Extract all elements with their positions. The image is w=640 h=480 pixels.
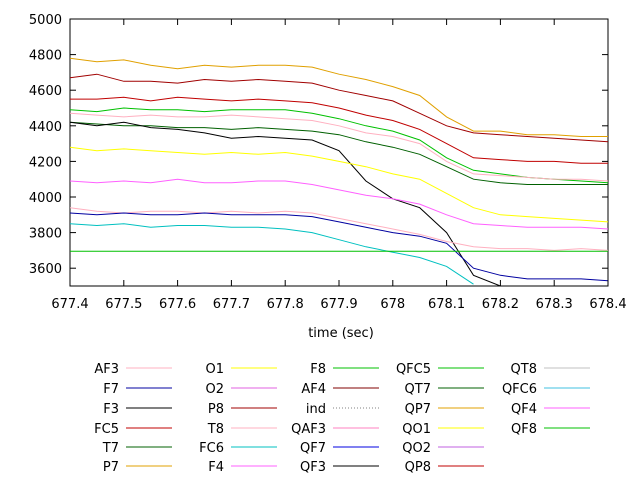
x-tick-label: 677.9 xyxy=(320,297,357,312)
y-tick-label: 4400 xyxy=(29,120,62,135)
legend-label-t8: T8 xyxy=(207,422,224,437)
x-tick-label: 678.3 xyxy=(536,297,573,312)
legend-label-f3: F3 xyxy=(103,402,119,417)
series-line-p7 xyxy=(70,57,608,137)
legend-label-qf3: QF3 xyxy=(300,460,326,475)
series-line-fc5 xyxy=(70,96,608,164)
series-line-t8 xyxy=(70,207,608,251)
legend-label-o2: O2 xyxy=(205,382,224,397)
legend-label-qf7: QF7 xyxy=(300,441,326,456)
legend-label-qf8: QF8 xyxy=(511,422,537,437)
x-tick-label: 678.4 xyxy=(589,297,626,312)
legend-label-o1: O1 xyxy=(205,362,224,377)
legend-label-fc5: FC5 xyxy=(94,422,119,437)
x-tick-label: 677.7 xyxy=(213,297,250,312)
series-line-p8 xyxy=(70,73,608,143)
plot-frame xyxy=(69,18,609,287)
series-line-o1 xyxy=(70,146,608,223)
legend-label-t7: T7 xyxy=(102,441,119,456)
y-tick-label: 3800 xyxy=(29,227,62,242)
x-tick-label: 677.8 xyxy=(267,297,304,312)
y-tick-label: 4800 xyxy=(29,49,62,64)
series-line-f8 xyxy=(70,107,608,184)
legend-label-qt7: QT7 xyxy=(405,382,431,397)
series-line-t7 xyxy=(70,121,608,185)
x-tick-label: 678.2 xyxy=(482,297,519,312)
x-tick-label: 678.1 xyxy=(428,297,465,312)
legend-label-qaf3: QAF3 xyxy=(291,422,326,437)
legend-label-qo1: QO1 xyxy=(402,422,431,437)
y-tick-label: 4200 xyxy=(29,155,62,170)
y-tick-label: 4600 xyxy=(29,84,62,99)
legend-label-qp8: QP8 xyxy=(405,460,431,475)
legend-label-f8: F8 xyxy=(310,362,326,377)
legend-label-qo2: QO2 xyxy=(402,441,431,456)
legend-label-p8: P8 xyxy=(208,402,224,417)
legend-label-qf4: QF4 xyxy=(511,402,537,417)
legend-label-qt8: QT8 xyxy=(511,362,537,377)
x-tick-label: 677.6 xyxy=(159,297,196,312)
series-line-f3 xyxy=(70,121,501,286)
legend-label-af4: AF4 xyxy=(301,382,326,397)
y-tick-label: 4000 xyxy=(29,191,62,206)
legend-label-f7: F7 xyxy=(103,382,119,397)
y-tick-label: 5000 xyxy=(29,13,62,28)
x-axis-label: time (sec) xyxy=(308,326,374,341)
x-tick-label: 677.5 xyxy=(105,297,142,312)
legend-label-f4: F4 xyxy=(208,460,224,475)
legend-label-qp7: QP7 xyxy=(405,402,431,417)
y-tick-label: 3600 xyxy=(29,262,62,277)
legend-label-af3: AF3 xyxy=(94,362,119,377)
series-line-f4 xyxy=(70,178,608,230)
series-line-af3 xyxy=(70,112,608,182)
series-line-fc6 xyxy=(70,223,474,285)
x-tick-label: 677.4 xyxy=(51,297,88,312)
legend-label-p7: P7 xyxy=(103,460,119,475)
legend-label-qfc6: QFC6 xyxy=(502,382,537,397)
legend-label-qfc5: QFC5 xyxy=(396,362,431,377)
legend-label-fc6: FC6 xyxy=(199,441,224,456)
legend-label-ind: ind xyxy=(306,402,326,417)
series-line-f7 xyxy=(70,212,608,282)
x-tick-label: 678 xyxy=(380,297,405,312)
